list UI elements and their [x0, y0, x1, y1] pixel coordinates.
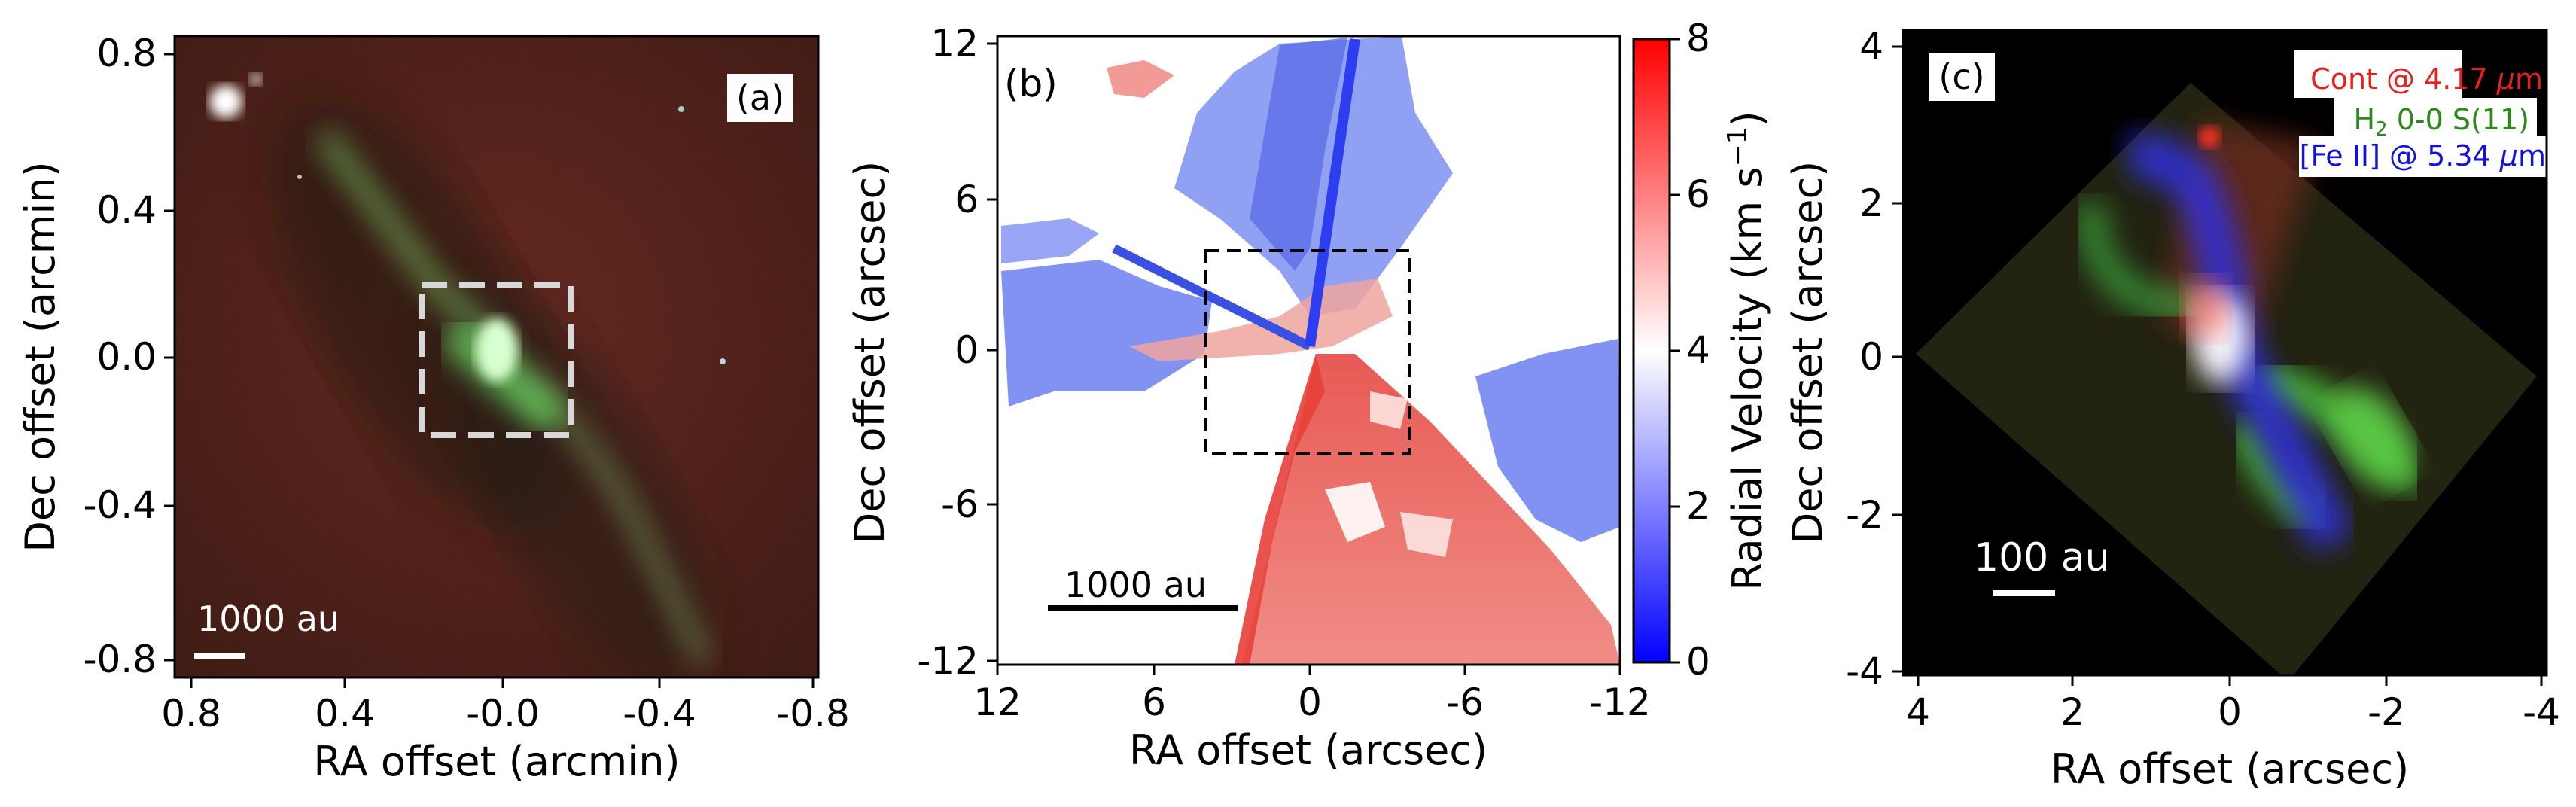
- panel-a-xlabel: RA offset (arcmin): [313, 738, 680, 785]
- panel-a-xtick-2: 0.4: [315, 692, 375, 735]
- panel-a-image: (a) 1000 au: [175, 36, 818, 678]
- panel-c-ytick-1: 4: [1859, 25, 1883, 69]
- legend-entry-continuum: Cont @ 4.17 μm: [2310, 62, 2543, 96]
- panel-a-label-box: [727, 74, 793, 122]
- colorbar-label: Radial Velocity (km s−1): [1722, 111, 1771, 590]
- panel-c-xtick-4: -2: [2367, 690, 2405, 734]
- panel-b-scalebar-label: 1000 au: [1064, 565, 1207, 605]
- panel-c-ytick-5: -4: [1846, 650, 1883, 693]
- panel-c-xtick-5: -4: [2523, 690, 2560, 734]
- panel-b-xtick-1: 12: [973, 681, 1022, 724]
- panel-a-ylabel: Dec offset (arcmin): [17, 161, 64, 552]
- panel-c-ytick-2: 2: [1859, 181, 1883, 225]
- legend-box-1: [2294, 50, 2462, 98]
- panel-b-image: (b) 1000 au: [997, 36, 1620, 665]
- panel-a: (a) 1000 au 0.8 0.4 -0.0 -0.4 -0.8 0.8 0…: [17, 32, 850, 785]
- legend-entry-fe2: [Fe II] @ 5.34 μm: [2300, 139, 2546, 172]
- panel-a-ytick-3: 0.0: [96, 335, 157, 379]
- panel-b-label: (b): [1004, 62, 1058, 105]
- panel-b-ytick-2: 6: [955, 178, 979, 221]
- panel-c-label: (c): [1938, 56, 1984, 97]
- panel-c-xtick-3: 0: [2218, 690, 2242, 734]
- panel-a-xtick-1: 0.8: [161, 692, 221, 735]
- colorbar-tick-2: 6: [1686, 172, 1710, 216]
- panel-b-xtick-4: -6: [1446, 681, 1484, 724]
- panel-c-ytick-4: -2: [1846, 493, 1883, 537]
- panel-c-scalebar-label: 100 au: [1974, 535, 2110, 580]
- panel-c-legend: Cont @ 4.17 μm H2 0-0 S(11) [Fe II] @ 5.…: [2294, 50, 2547, 177]
- panel-c-xtick-2: 2: [2060, 690, 2084, 734]
- panel-b-ytick-5: -12: [917, 639, 979, 683]
- panel-c-xlabel: RA offset (arcsec): [2051, 745, 2409, 793]
- colorbar-tick-4: 2: [1686, 484, 1710, 528]
- panel-b-zoom-box: [1204, 249, 1411, 455]
- panel-c-ytick-3: 0: [1859, 335, 1883, 379]
- panel-a-ytick-2: 0.4: [96, 188, 157, 232]
- panel-a-ytick-1: 0.8: [96, 32, 157, 75]
- panel-a-xtick-4: -0.4: [623, 692, 696, 735]
- panel-b-xtick-5: -12: [1589, 681, 1651, 724]
- colorbar-tick-5: 0: [1686, 640, 1710, 684]
- panel-b-colorbar: 8 6 4 2 0 Radial Velocity (km s−1): [1632, 17, 1771, 684]
- panel-a-xtick-3: -0.0: [466, 692, 540, 735]
- panel-b-xlabel: RA offset (arcsec): [1129, 726, 1487, 774]
- colorbar-tick-3: 4: [1686, 328, 1710, 372]
- panel-b: (b) 1000 au 12 6 0 -6 -12 12 6 0 -6 -12 …: [846, 17, 1771, 774]
- panel-c-label-box: [1929, 53, 1995, 101]
- panel-a-ytick-4: -0.4: [83, 483, 157, 527]
- panel-b-ytick-1: 12: [930, 22, 979, 65]
- panel-a-xtick-5: -0.8: [776, 692, 850, 735]
- panel-c: (c) Cont @ 4.17 μm H2 0-0 S(11) [Fe II] …: [1784, 25, 2560, 793]
- panel-b-xtick-2: 6: [1142, 681, 1166, 724]
- panel-c-xtick-1: 4: [1906, 690, 1930, 734]
- panel-b-ytick-4: -6: [941, 483, 979, 526]
- colorbar-tick-1: 8: [1686, 17, 1710, 60]
- legend-entry-h2: H2 0-0 S(11): [2354, 103, 2529, 141]
- panel-a-label: (a): [736, 78, 784, 118]
- panel-c-ylabel: Dec offset (arcsec): [1784, 161, 1832, 544]
- panel-b-ylabel: Dec offset (arcsec): [846, 161, 894, 544]
- panel-a-scalebar-label: 1000 au: [197, 598, 340, 639]
- panel-b-ytick-3: 0: [955, 328, 979, 372]
- panel-c-image: (c) Cont @ 4.17 μm H2 0-0 S(11) [Fe II] …: [1903, 30, 2547, 675]
- panel-a-ytick-5: -0.8: [83, 638, 157, 681]
- panel-b-xtick-3: 0: [1298, 681, 1322, 724]
